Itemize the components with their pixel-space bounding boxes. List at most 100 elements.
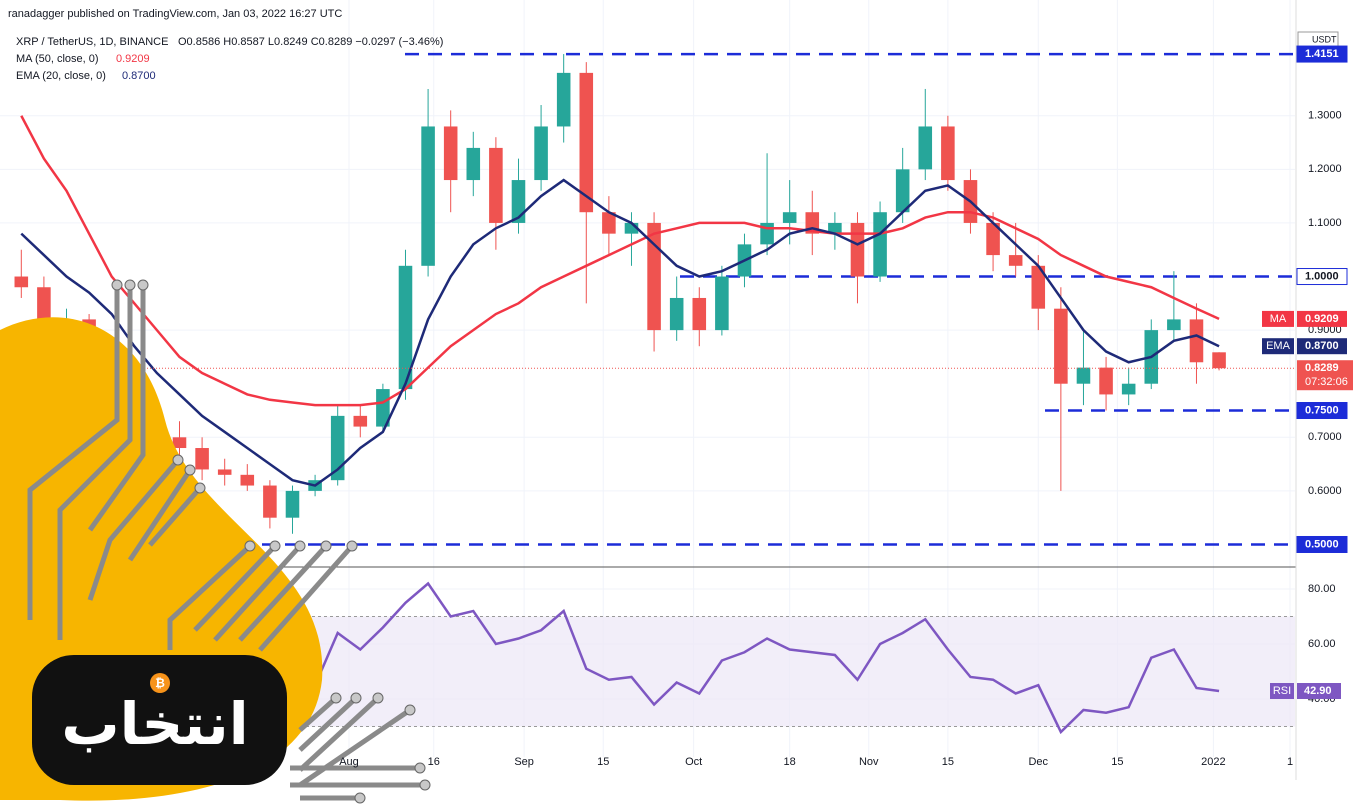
ma-legend-value: 0.9209 <box>116 53 150 65</box>
rsi-tag: RSI <box>1273 685 1291 697</box>
candle-body <box>579 72 594 213</box>
candle-body <box>172 437 187 449</box>
currency: USDT <box>1312 34 1337 44</box>
level-tag <box>1296 535 1348 553</box>
candle-body <box>398 265 413 390</box>
candle-body <box>353 415 368 427</box>
candle-body <box>556 72 571 127</box>
y-tick-label: 1.2000 <box>1308 163 1342 175</box>
x-tick-label: 15 <box>942 756 954 768</box>
candle-body <box>1099 367 1113 395</box>
bitcoin-symbol: ₿ <box>155 676 165 690</box>
last-price: 0.8289 <box>1305 362 1339 374</box>
candle-body <box>1076 367 1091 384</box>
countdown: 07:32:06 <box>1305 376 1348 388</box>
rsi-tick-label: 60.00 <box>1308 638 1336 650</box>
x-tick-label: Aug <box>339 756 359 768</box>
candle-body <box>195 448 209 470</box>
x-tick-label: Dec <box>1028 756 1048 768</box>
candle-body <box>511 180 526 223</box>
candle-body <box>466 147 481 181</box>
candle-body <box>1212 352 1226 369</box>
x-tick-label: 16 <box>428 756 440 768</box>
level-tag <box>1296 45 1348 63</box>
candle-body <box>240 474 255 486</box>
symbol: XRP / TetherUS, 1D, BINANCE <box>16 36 168 48</box>
candle-body <box>873 212 887 277</box>
candle-body <box>534 126 548 181</box>
level-tag <box>1296 268 1348 286</box>
ema-line <box>20 178 1220 487</box>
candle-body <box>986 222 1000 256</box>
x-tick-label: 15 <box>1111 756 1123 768</box>
y-tick-label: 0.6000 <box>1308 485 1342 497</box>
candle-body <box>782 212 797 223</box>
x-tick-label: 18 <box>784 756 796 768</box>
last-price-box <box>1297 360 1353 391</box>
candle-body <box>1008 255 1023 266</box>
y-tick-label: 1.3000 <box>1308 110 1342 122</box>
y-tick-label: 0.9000 <box>1308 324 1342 336</box>
y-tick-label: 0.7000 <box>1308 431 1342 443</box>
level-label: 1.0000 <box>1305 270 1339 282</box>
candle-body <box>285 490 300 518</box>
x-tick-label: 1 <box>1287 756 1293 768</box>
candle-body <box>715 276 729 331</box>
series-value: 0.8700 <box>1305 340 1339 352</box>
candle-body <box>624 222 639 234</box>
candle-body <box>421 126 435 266</box>
candle-body <box>602 212 616 234</box>
ema-legend-value: 0.8700 <box>122 70 156 82</box>
series-value-box <box>1297 338 1347 355</box>
ma-line <box>20 115 1220 407</box>
x-tick-label: 2022 <box>1201 756 1225 768</box>
candle-body <box>263 485 277 518</box>
level-label: 0.7500 <box>1305 404 1339 416</box>
x-tick-label: Nov <box>859 756 879 768</box>
legend: XRP / TetherUS, 1D, BINANCE O0.8586 H0.8… <box>16 36 443 82</box>
candle-body <box>1189 319 1204 363</box>
candle-body <box>1031 265 1046 309</box>
series-value-box <box>1297 310 1347 327</box>
logo: ₿ انتخاب <box>0 279 431 804</box>
logo-text: انتخاب <box>61 690 248 758</box>
candle-body <box>850 222 865 277</box>
axis: 0.60000.70000.90001.10001.20001.300040.0… <box>339 45 1353 768</box>
candle-body <box>1121 383 1136 395</box>
ema-legend: EMA (20, close, 0) <box>16 70 106 82</box>
rsi-tag-box <box>1270 683 1294 700</box>
candle-body <box>376 389 390 427</box>
circuit-dots <box>111 279 431 804</box>
candle-body <box>918 126 933 170</box>
candle-body <box>217 469 232 475</box>
candle-body <box>692 297 707 331</box>
candle-body <box>330 415 345 481</box>
series-tag-box <box>1262 310 1294 327</box>
y-tick-label: 1.1000 <box>1308 217 1342 229</box>
x-tick-label: 15 <box>597 756 609 768</box>
x-tick-label: Oct <box>685 756 702 768</box>
level-label: 0.5000 <box>1305 538 1339 550</box>
level-tag <box>1296 402 1348 420</box>
candle-body <box>443 126 458 181</box>
candle-body <box>941 126 955 181</box>
x-tick-label: Sep <box>514 756 534 768</box>
logo-badge <box>32 655 287 785</box>
circuit-lines <box>27 285 425 801</box>
candle-body <box>1167 319 1181 331</box>
candle-body <box>1054 308 1068 384</box>
ma-legend: MA (50, close, 0) <box>16 53 99 65</box>
series-tag-box <box>1262 338 1294 355</box>
bitcoin-icon <box>150 673 170 693</box>
candle-body <box>895 169 910 213</box>
candle-body <box>14 276 29 288</box>
series-value: 0.9209 <box>1305 313 1339 325</box>
publisher: ranadagger published on TradingView.com,… <box>8 8 342 20</box>
ohlc: O0.8586 H0.8587 L0.8249 C0.8289 −0.0297 … <box>178 36 443 48</box>
series-tag: MA <box>1270 313 1287 325</box>
rsi-value: 42.90 <box>1304 685 1332 697</box>
candle-body <box>669 297 684 331</box>
level-label: 1.4151 <box>1305 48 1339 60</box>
